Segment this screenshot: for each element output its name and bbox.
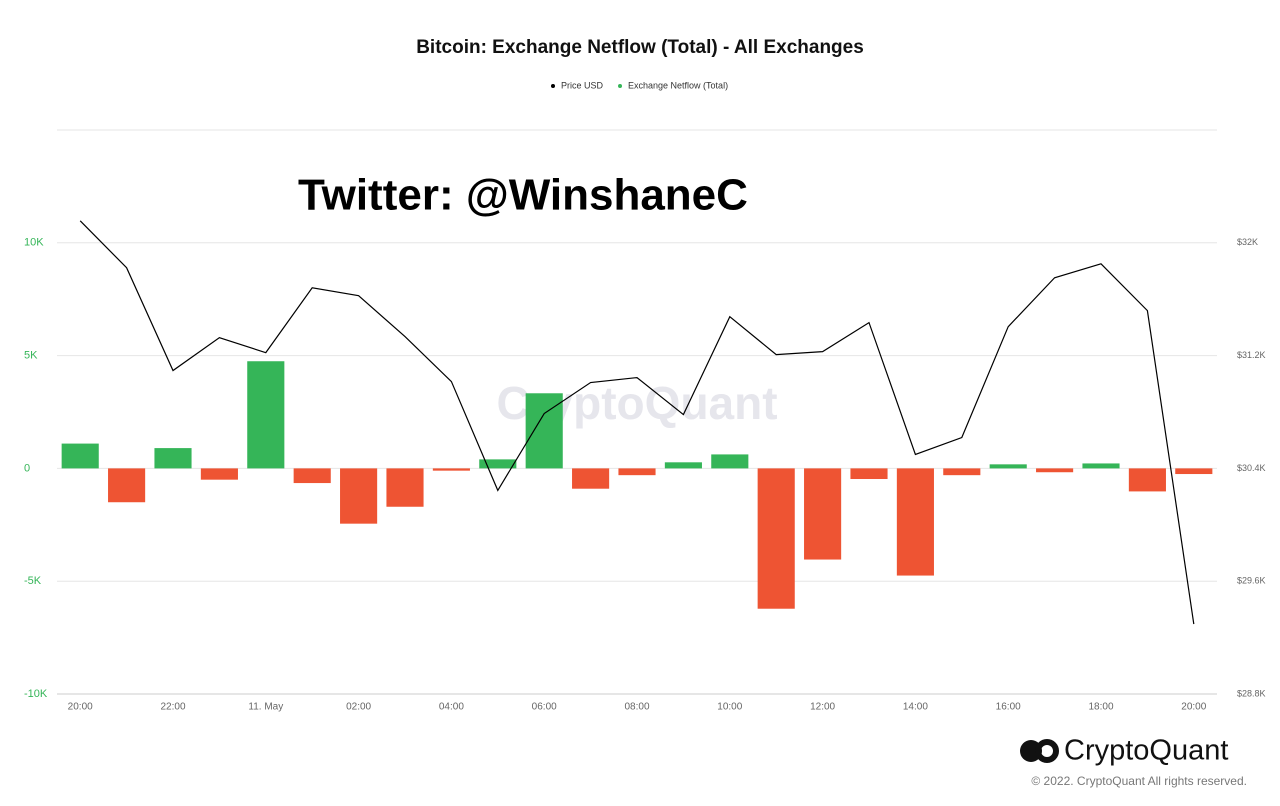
bar <box>154 448 192 469</box>
bar <box>896 468 934 576</box>
bar <box>293 468 331 484</box>
bar <box>1175 468 1213 475</box>
y2-tick-label: $31.2K <box>1237 350 1266 360</box>
bar <box>108 468 146 503</box>
bar <box>572 468 610 489</box>
y-tick-label: 5K <box>24 350 38 362</box>
price-line <box>79 220 1195 625</box>
x-tick-label: 06:00 <box>532 702 557 713</box>
x-tick-label: 16:00 <box>996 702 1021 713</box>
logo-text: CryptoQuant <box>1064 735 1228 767</box>
legend-label: Exchange Netflow (Total) <box>628 80 728 90</box>
y-tick-label: 10K <box>24 237 44 249</box>
bar <box>1036 468 1074 473</box>
bar <box>664 462 702 469</box>
logo: CryptoQuant <box>1020 735 1228 767</box>
y-tick-label: -10K <box>24 688 48 700</box>
y2-tick-label: $28.8K <box>1237 688 1266 698</box>
x-tick-label: 10:00 <box>717 702 742 713</box>
bar <box>711 454 749 469</box>
legend-marker <box>618 84 623 88</box>
y-tick-label: 0 <box>24 462 30 474</box>
chart-title: Bitcoin: Exchange Netflow (Total) - All … <box>416 37 864 58</box>
bar <box>850 468 888 480</box>
bar <box>757 468 795 609</box>
bar <box>479 459 517 469</box>
y-tick-label: -5K <box>24 575 42 587</box>
copyright: © 2022. CryptoQuant All rights reserved. <box>1031 774 1247 788</box>
bar <box>989 464 1027 469</box>
x-tick-label: 02:00 <box>346 702 371 713</box>
x-tick-label: 18:00 <box>1088 702 1113 713</box>
bar <box>618 468 656 476</box>
y2-tick-label: $30.4K <box>1237 463 1266 473</box>
bar <box>200 468 238 480</box>
x-tick-label: 12:00 <box>810 702 835 713</box>
annotation: Twitter: @WinshaneC <box>298 171 748 220</box>
bar <box>247 361 285 469</box>
x-tick-label: 14:00 <box>903 702 928 713</box>
x-tick-label: 20:00 <box>68 702 93 713</box>
bar <box>432 468 470 471</box>
legend: Price USD Exchange Netflow (Total) <box>551 80 728 90</box>
logo-icon <box>1035 739 1059 763</box>
x-tick-label: 20:00 <box>1181 702 1206 713</box>
legend-marker <box>551 84 555 88</box>
bar <box>1082 463 1120 469</box>
bar <box>804 468 842 560</box>
x-tick-label: 08:00 <box>624 702 649 713</box>
y2-tick-label: $32K <box>1237 237 1258 247</box>
bar <box>340 468 378 524</box>
legend-label: Price USD <box>561 80 604 90</box>
x-tick-label: 04:00 <box>439 702 464 713</box>
x-tick-label: 11. May <box>248 702 283 713</box>
bar <box>1128 468 1166 492</box>
y2-tick-label: $29.6K <box>1237 576 1266 586</box>
x-tick-label: 22:00 <box>160 702 185 713</box>
bar <box>386 468 424 507</box>
plot: -10K -5K 0 5K 10K $28.8K $29.6K $30.4K $31.2K $32… <box>24 129 1266 713</box>
bar <box>943 468 981 476</box>
bar <box>61 443 99 469</box>
